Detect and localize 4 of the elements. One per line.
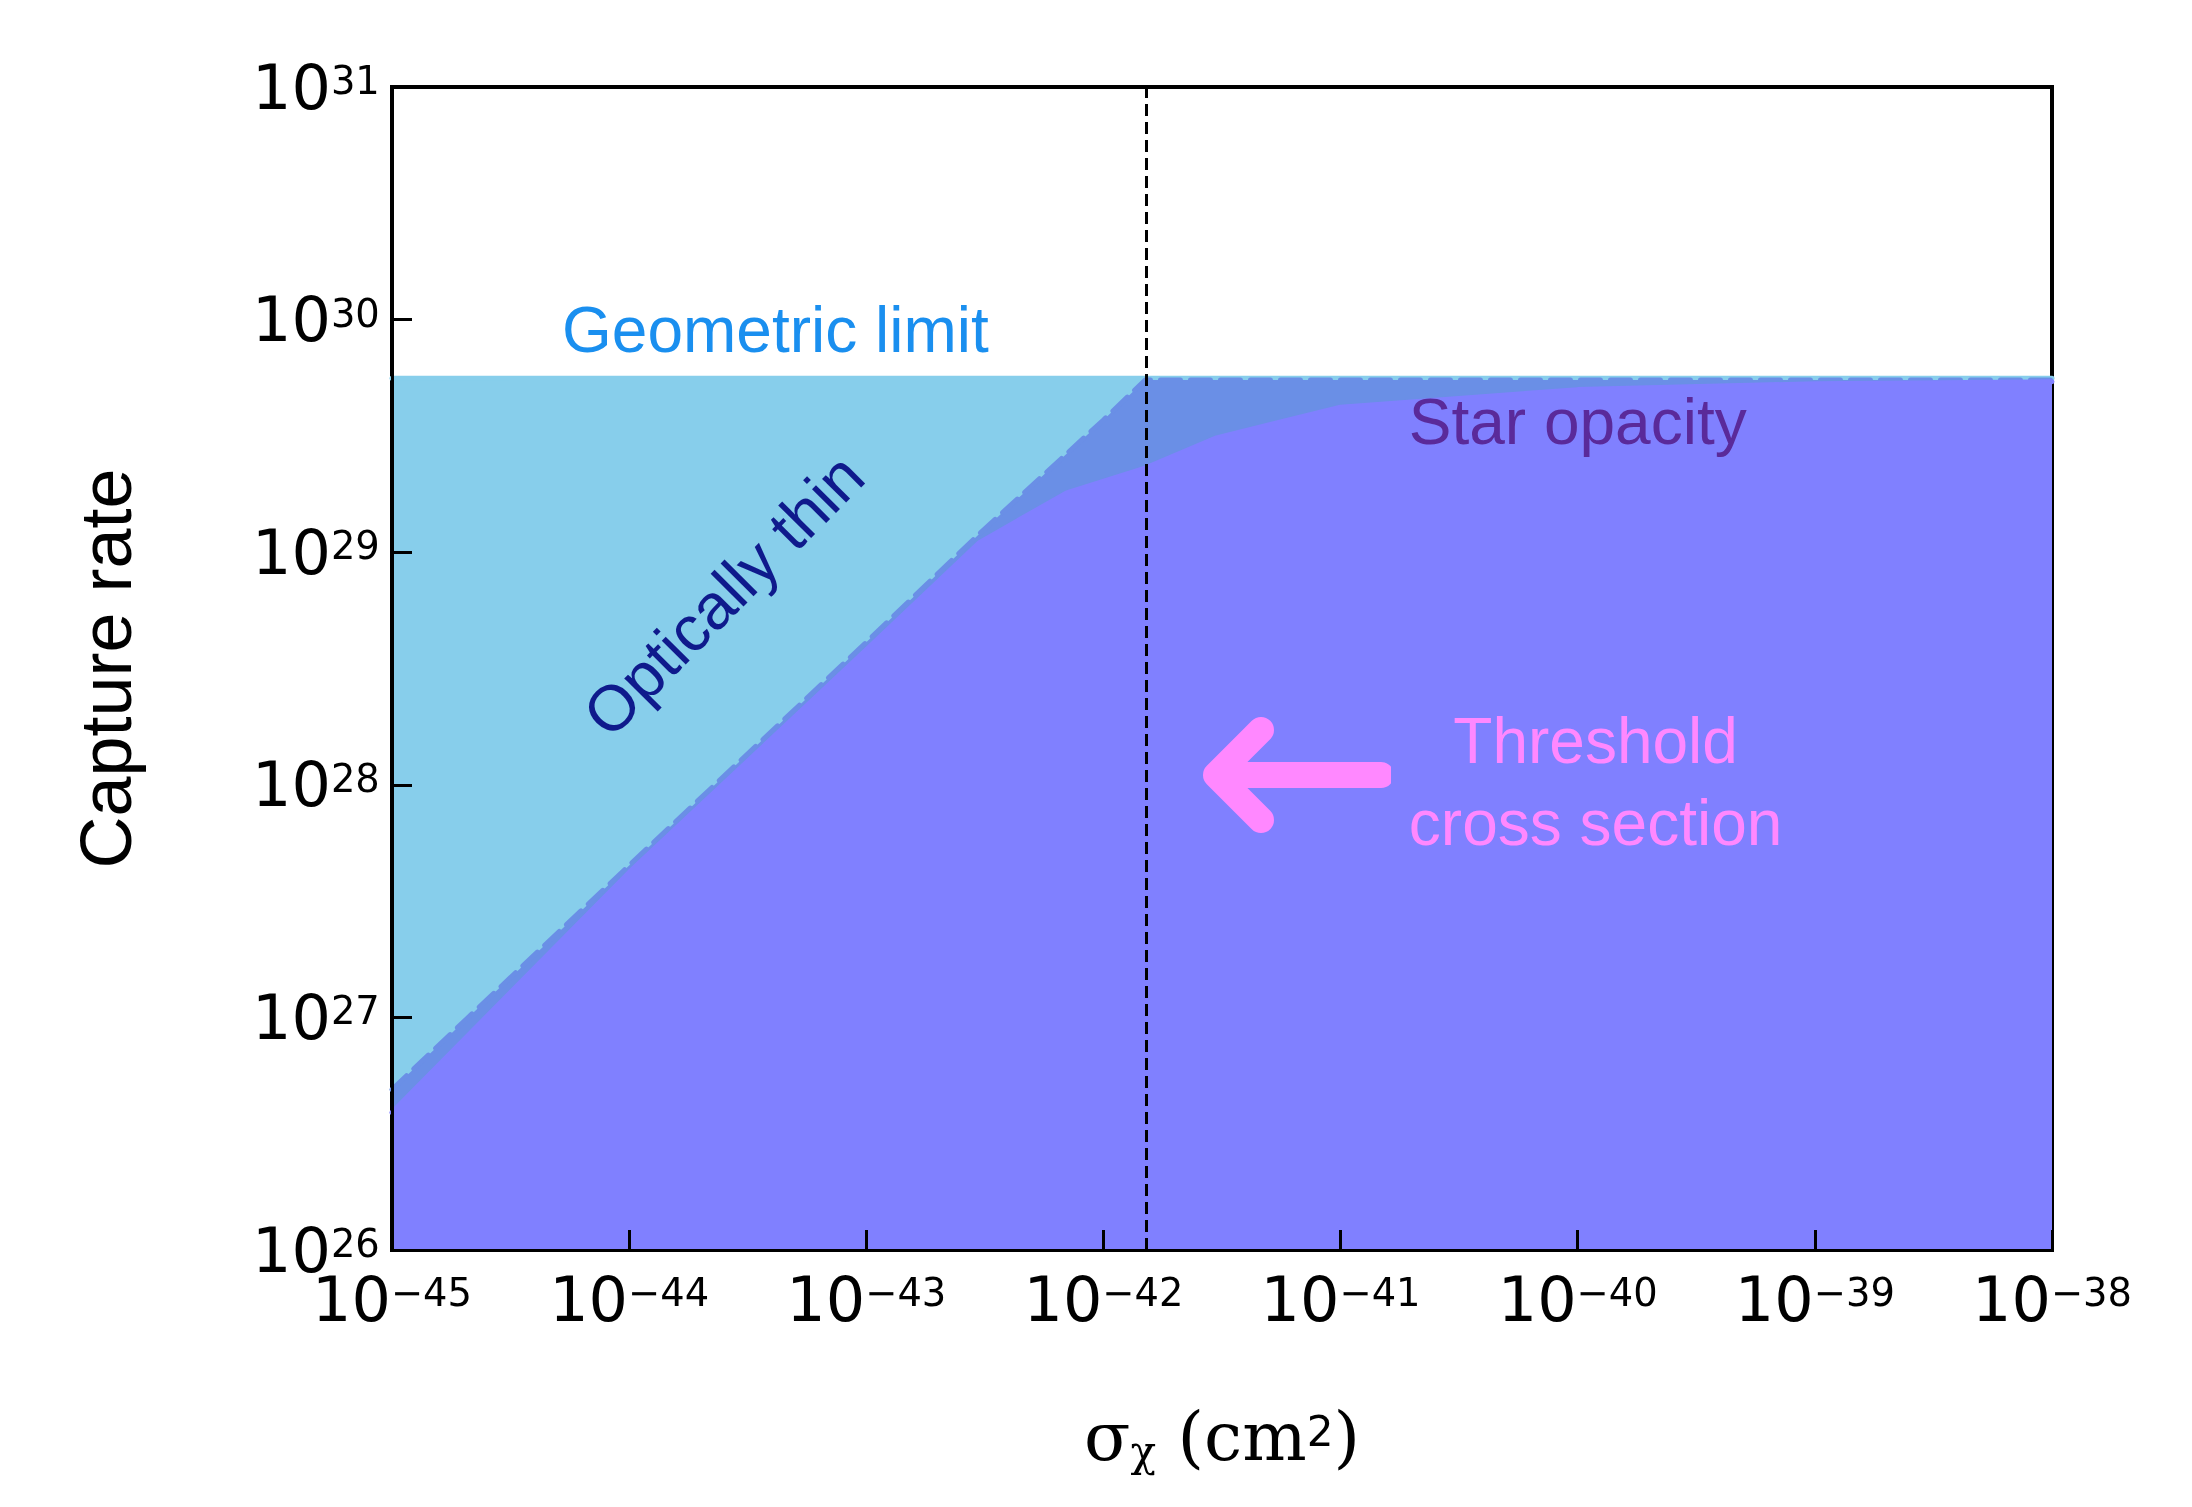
series-label: Geometric limit bbox=[562, 294, 989, 367]
series-label: Star opacity bbox=[1408, 386, 1747, 459]
annotation: Threshold cross section bbox=[1408, 704, 1783, 859]
y-axis-title: Capture rate bbox=[66, 468, 146, 869]
